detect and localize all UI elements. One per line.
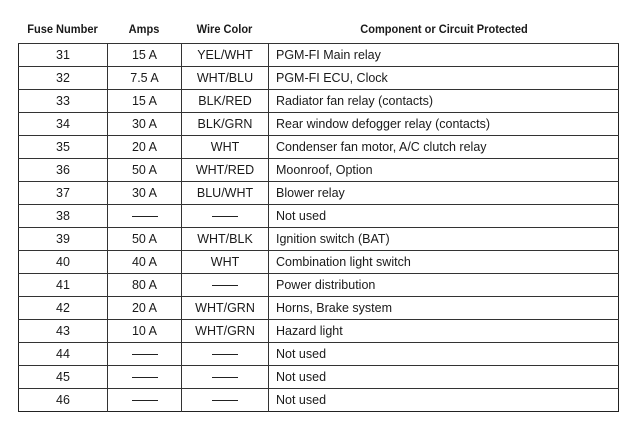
header-fuse-number: Fuse Number bbox=[27, 22, 98, 36]
fuse-table: 31 15 A YEL/WHT PGM-FI Main relay 32 7.5 A WHT… bbox=[18, 43, 619, 412]
table-row: 37 30 A BLU/WHT Blower relay bbox=[18, 181, 619, 205]
wire-color-cell: WHT/GRN bbox=[181, 319, 269, 343]
fuse-number-cell: 42 bbox=[18, 296, 108, 320]
header-amps: Amps bbox=[128, 22, 160, 36]
fuse-number-cell: 36 bbox=[18, 158, 108, 182]
amps-cell: 30 A bbox=[107, 112, 182, 136]
table-row: 39 50 A WHT/BLK Ignition switch (BAT) bbox=[18, 227, 619, 251]
fuse-number-cell: 35 bbox=[18, 135, 108, 159]
fuse-number-cell: 39 bbox=[18, 227, 108, 251]
fuse-number-cell: 45 bbox=[18, 365, 108, 389]
wire-color-cell: WHT bbox=[181, 135, 269, 159]
wire-color-cell: YEL/WHT bbox=[181, 43, 269, 67]
table-row: 34 30 A BLK/GRN Rear window defogger relay … bbox=[18, 112, 619, 136]
dash-mark bbox=[212, 216, 238, 218]
component-cell: Power distribution bbox=[268, 273, 619, 297]
fuse-number-cell: 32 bbox=[18, 66, 108, 90]
header-component: Component or Circuit Protected bbox=[360, 22, 528, 36]
wire-color-cell bbox=[181, 365, 269, 389]
fuse-number-cell: 46 bbox=[18, 388, 108, 412]
fuse-number-cell: 37 bbox=[18, 181, 108, 205]
wire-color-cell: BLK/GRN bbox=[181, 112, 269, 136]
wire-color-cell: WHT/BLU bbox=[181, 66, 269, 90]
dash-mark bbox=[212, 400, 238, 402]
amps-cell: 80 A bbox=[107, 273, 182, 297]
wire-color-cell bbox=[181, 388, 269, 412]
table-row: 42 20 A WHT/GRN Horns, Brake system bbox=[18, 296, 619, 320]
amps-cell: 20 A bbox=[107, 296, 182, 320]
table-row: 36 50 A WHT/RED Moonroof, Option bbox=[18, 158, 619, 182]
component-cell: PGM-FI ECU, Clock bbox=[268, 66, 619, 90]
wire-color-cell: BLU/WHT bbox=[181, 181, 269, 205]
dash-mark bbox=[212, 377, 238, 379]
fuse-number-cell: 43 bbox=[18, 319, 108, 343]
amps-cell: 15 A bbox=[107, 43, 182, 67]
table-row: 31 15 A YEL/WHT PGM-FI Main relay bbox=[18, 43, 619, 67]
dash-mark bbox=[212, 354, 238, 356]
component-cell: Radiator fan relay (contacts) bbox=[268, 89, 619, 113]
fuse-number-cell: 33 bbox=[18, 89, 108, 113]
table-row: 44 Not used bbox=[18, 342, 619, 366]
dash-mark bbox=[131, 354, 158, 356]
component-cell: Ignition switch (BAT) bbox=[268, 227, 619, 251]
amps-cell: 40 A bbox=[107, 250, 182, 274]
wire-color-cell: WHT/RED bbox=[181, 158, 269, 182]
component-cell: Horns, Brake system bbox=[268, 296, 619, 320]
wire-color-cell: WHT/BLK bbox=[181, 227, 269, 251]
wire-color-cell bbox=[181, 204, 269, 228]
amps-cell: 50 A bbox=[107, 158, 182, 182]
wire-color-cell bbox=[181, 273, 269, 297]
table-row: 40 40 A WHT Combination light switch bbox=[18, 250, 619, 274]
table-row: 38 Not used bbox=[18, 204, 619, 228]
fuse-number-cell: 40 bbox=[18, 250, 108, 274]
dash-mark bbox=[212, 285, 238, 287]
fuse-number-cell: 31 bbox=[18, 43, 108, 67]
component-cell: Hazard light bbox=[268, 319, 619, 343]
fuse-table-body: 31 15 A YEL/WHT PGM-FI Main relay 32 7.5 A WHT… bbox=[18, 43, 619, 412]
amps-cell bbox=[107, 342, 182, 366]
component-cell: Rear window defogger relay (contacts) bbox=[268, 112, 619, 136]
fuse-number-cell: 38 bbox=[18, 204, 108, 228]
table-row: 33 15 A BLK/RED Radiator fan relay (contact… bbox=[18, 89, 619, 113]
component-cell: PGM-FI Main relay bbox=[268, 43, 619, 67]
fuse-number-cell: 41 bbox=[18, 273, 108, 297]
amps-cell bbox=[107, 365, 182, 389]
component-cell: Moonroof, Option bbox=[268, 158, 619, 182]
table-row: 46 Not used bbox=[18, 388, 619, 412]
component-cell: Not used bbox=[268, 388, 619, 412]
dash-mark bbox=[131, 400, 158, 402]
amps-cell: 15 A bbox=[107, 89, 182, 113]
table-row: 43 10 A WHT/GRN Hazard light bbox=[18, 319, 619, 343]
component-cell: Not used bbox=[268, 342, 619, 366]
amps-cell bbox=[107, 204, 182, 228]
component-cell: Blower relay bbox=[268, 181, 619, 205]
amps-cell: 7.5 A bbox=[107, 66, 182, 90]
fuse-number-cell: 44 bbox=[18, 342, 108, 366]
wire-color-cell: WHT/GRN bbox=[181, 296, 269, 320]
table-row: 41 80 A Power distribution bbox=[18, 273, 619, 297]
wire-color-cell bbox=[181, 342, 269, 366]
component-cell: Not used bbox=[268, 365, 619, 389]
table-row: 35 20 A WHT Condenser fan motor, A/C clutch… bbox=[18, 135, 619, 159]
fuse-number-cell: 34 bbox=[18, 112, 108, 136]
wire-color-cell: WHT bbox=[181, 250, 269, 274]
amps-cell bbox=[107, 388, 182, 412]
component-cell: Condenser fan motor, A/C clutch relay bbox=[268, 135, 619, 159]
amps-cell: 20 A bbox=[107, 135, 182, 159]
component-cell: Combination light switch bbox=[268, 250, 619, 274]
dash-mark bbox=[131, 377, 158, 379]
header-wire-color: Wire Color bbox=[196, 22, 253, 36]
amps-cell: 50 A bbox=[107, 227, 182, 251]
wire-color-cell: BLK/RED bbox=[181, 89, 269, 113]
table-row: 32 7.5 A WHT/BLU PGM-FI ECU, Clock bbox=[18, 66, 619, 90]
table-row: 45 Not used bbox=[18, 365, 619, 389]
dash-mark bbox=[131, 216, 158, 218]
amps-cell: 10 A bbox=[107, 319, 182, 343]
amps-cell: 30 A bbox=[107, 181, 182, 205]
component-cell: Not used bbox=[268, 204, 619, 228]
